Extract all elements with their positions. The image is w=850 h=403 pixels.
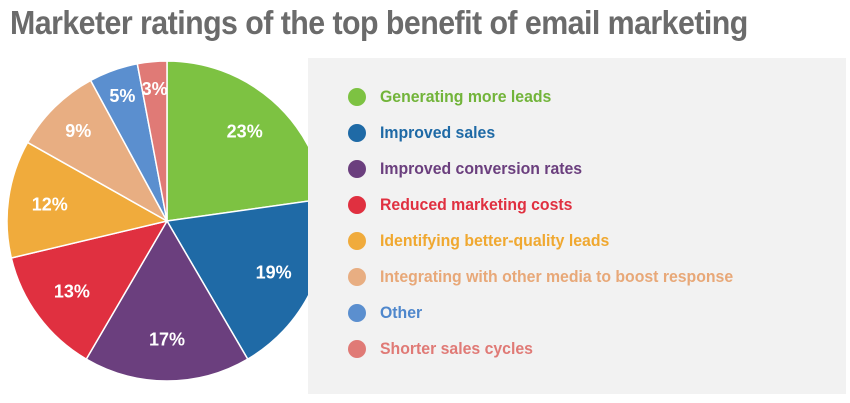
legend-label-4: Identifying better-quality leads — [380, 231, 610, 250]
legend-label-1: Improved sales — [380, 123, 496, 142]
pie-slice-2 — [85, 219, 249, 382]
legend-item-0: Generating more leads — [348, 85, 564, 109]
legend-swatch-0 — [348, 88, 366, 106]
legend-item-2: Improved conversion rates — [348, 157, 597, 181]
legend-swatch-3 — [348, 196, 366, 214]
pie-slice-label-2: 17% — [149, 329, 185, 349]
legend-swatch-7 — [348, 340, 366, 358]
pie-slice-5 — [26, 79, 169, 223]
pie-slice-7 — [136, 60, 168, 222]
legend-swatch-5 — [348, 268, 366, 286]
legend-swatch-6 — [348, 304, 366, 322]
legend-label-2: Improved conversion rates — [380, 159, 583, 178]
legend-label-6: Other — [380, 303, 423, 322]
legend: Generating more leads Improved sales Impro… — [308, 58, 846, 394]
chart-title: Marketer ratings of the top benefit of e… — [10, 4, 748, 41]
pie-slice-label-4: 12% — [32, 195, 68, 215]
legend-label-0: Generating more leads — [380, 87, 552, 106]
legend-item-3: Reduced marketing costs — [348, 193, 587, 217]
pie-chart: 23% 19% 17% 13% 12% 9% 5% 3% — [6, 60, 328, 382]
legend-item-4: Identifying better-quality leads — [348, 229, 627, 253]
pie-slice-4 — [6, 141, 170, 259]
pie-slice-label-1: 19% — [256, 263, 292, 283]
pie-slice-label-7: 3% — [142, 79, 168, 99]
legend-label-7: Shorter sales cycles — [380, 339, 533, 358]
legend-swatch-4 — [348, 232, 366, 250]
pie-slice-label-5: 9% — [65, 121, 91, 141]
legend-swatch-1 — [348, 124, 366, 142]
pie-slice-label-3: 13% — [54, 282, 90, 302]
legend-label-5: Integrating with other media to boost re… — [380, 267, 734, 286]
pie-slice-3 — [10, 219, 169, 361]
legend-item-5: Integrating with other media to boost re… — [348, 265, 760, 289]
legend-item-6: Other — [348, 301, 425, 325]
legend-item-1: Improved sales — [348, 121, 504, 145]
legend-swatch-2 — [348, 160, 366, 178]
legend-label-3: Reduced marketing costs — [380, 195, 573, 214]
pie-slice-label-0: 23% — [227, 122, 263, 142]
pie-slice-label-6: 5% — [109, 86, 135, 106]
legend-item-7: Shorter sales cycles — [348, 337, 544, 361]
